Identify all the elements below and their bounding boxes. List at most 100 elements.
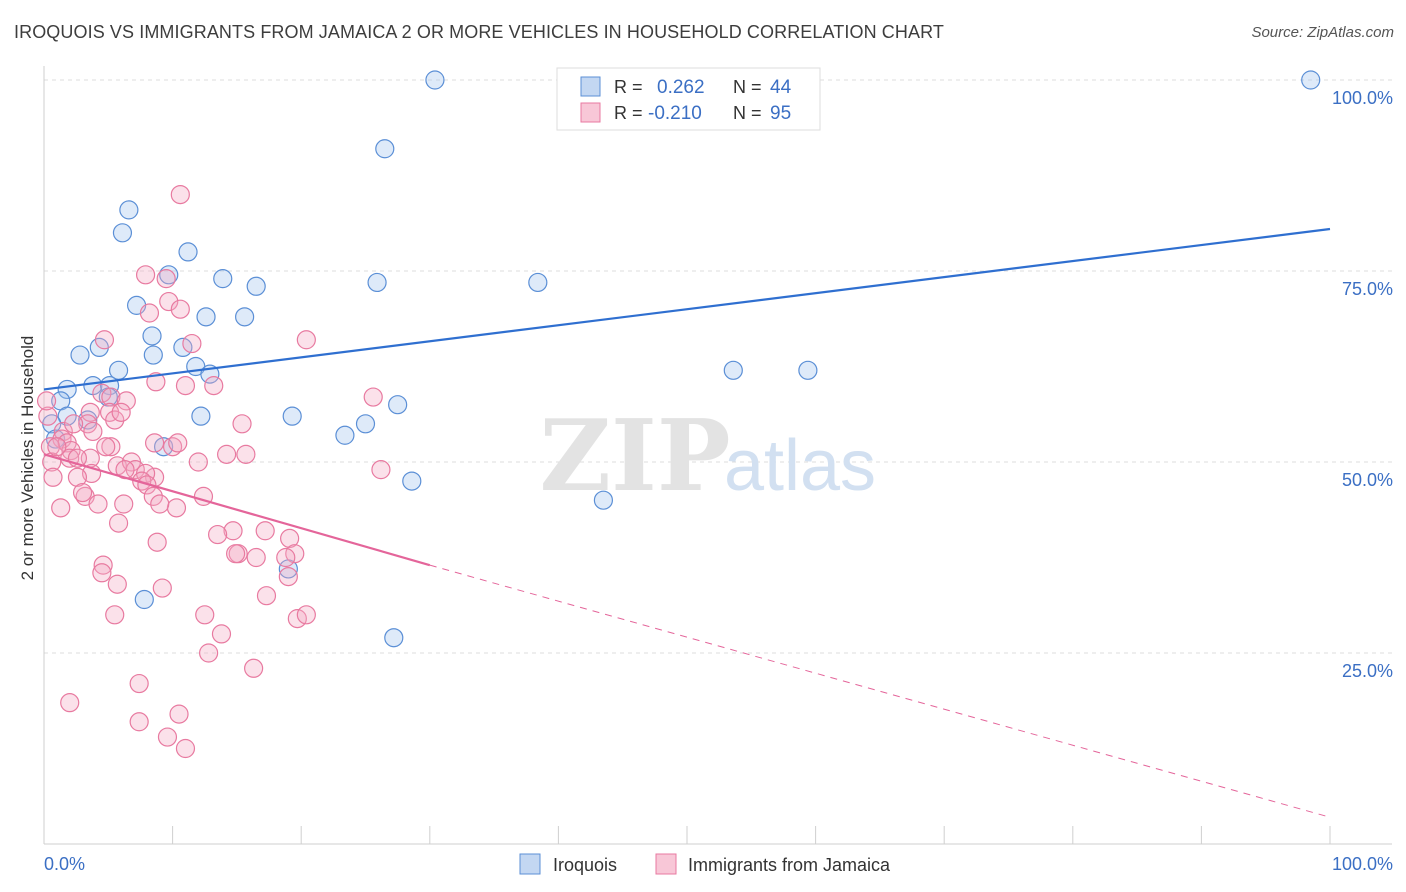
point-jamaica [36, 391, 57, 411]
point-jamaica [101, 387, 121, 407]
point-jamaica [152, 578, 172, 598]
watermark: ZIP atlas [539, 399, 876, 514]
x-tick-label: 0.0% [44, 854, 85, 874]
point-jamaica [159, 291, 179, 312]
point-iroquois [375, 139, 395, 159]
point-iroquois [235, 307, 255, 327]
point-jamaica [280, 528, 300, 549]
point-jamaica [63, 414, 84, 434]
legend-r-label-0: R = [614, 77, 643, 97]
point-jamaica [296, 330, 316, 350]
point-iroquois [367, 272, 387, 293]
y-tick-label: 50.0% [1342, 470, 1393, 490]
tick-labels: 25.0% 50.0% 75.0% 100.0% 0.0% 100.0% [44, 88, 1393, 874]
legend-r-value-1: -0.210 [648, 103, 702, 124]
point-jamaica [38, 406, 58, 426]
point-jamaica [72, 482, 93, 503]
point-jamaica [182, 333, 202, 354]
point-iroquois [196, 307, 216, 327]
point-iroquois [134, 589, 154, 610]
legend-r-value-0: 0.262 [657, 77, 705, 98]
point-jamaica [96, 437, 116, 457]
point-iroquois [282, 406, 302, 426]
point-jamaica [256, 586, 277, 606]
point-jamaica [156, 269, 176, 289]
legend-top: R = 0.262 N = 44 R = -0.210 N = 95 [556, 67, 821, 131]
point-jamaica [80, 402, 100, 422]
watermark-atlas: atlas [724, 426, 876, 506]
point-jamaica [47, 437, 67, 457]
point-jamaica [132, 471, 152, 491]
point-jamaica [43, 467, 63, 487]
point-iroquois [70, 345, 90, 365]
point-iroquois [191, 406, 211, 426]
point-iroquois [142, 326, 162, 346]
point-jamaica [170, 299, 190, 319]
point-jamaica [371, 460, 391, 480]
point-jamaica [51, 498, 71, 518]
legend-n-value-0: 44 [770, 77, 792, 98]
legend-top-box [556, 67, 821, 131]
point-jamaica [170, 185, 190, 205]
point-jamaica [144, 433, 165, 453]
point-jamaica [175, 738, 196, 759]
point-iroquois [384, 628, 404, 648]
point-iroquois [798, 360, 818, 380]
point-jamaica [129, 673, 149, 694]
point-jamaica [211, 624, 232, 644]
grid [44, 79, 1392, 654]
point-jamaica [199, 643, 219, 663]
legend-n-label-0: N = [733, 77, 762, 97]
trendlines [43, 227, 1331, 818]
point-jamaica [61, 440, 81, 461]
point-iroquois [335, 425, 355, 445]
legend-bottom: Iroquois Immigrants from Jamaica [519, 853, 891, 875]
point-jamaica [129, 712, 149, 732]
point-jamaica [67, 467, 88, 487]
trendline-jamaica [43, 453, 431, 567]
legend-bottom-label-jamaica: Immigrants from Jamaica [688, 855, 891, 875]
point-iroquois [112, 223, 133, 243]
point-iroquois [723, 360, 743, 380]
point-jamaica [101, 437, 121, 457]
point-jamaica [195, 605, 215, 625]
point-jamaica [175, 376, 196, 396]
point-jamaica [105, 605, 125, 625]
point-iroquois [57, 406, 77, 426]
legend-bottom-label-iroquois: Iroquois [553, 855, 617, 875]
point-iroquois [388, 395, 408, 415]
point-jamaica [114, 494, 134, 514]
point-jamaica [143, 486, 163, 506]
legend-n-value-1: 95 [770, 103, 791, 124]
point-jamaica [135, 265, 156, 285]
point-jamaica [188, 452, 208, 472]
point-jamaica [244, 658, 264, 678]
point-jamaica [150, 494, 170, 514]
point-iroquois [1301, 70, 1321, 90]
point-iroquois [143, 345, 163, 365]
point-jamaica [125, 460, 145, 480]
point-jamaica [363, 387, 383, 407]
point-jamaica [116, 391, 136, 411]
point-jamaica [92, 563, 112, 583]
point-iroquois [246, 276, 266, 296]
point-iroquois [402, 471, 422, 491]
point-iroquois [355, 414, 376, 434]
point-jamaica [223, 521, 243, 541]
data-points [36, 70, 1321, 759]
point-jamaica [255, 521, 275, 541]
y-tick-label: 100.0% [1332, 88, 1393, 108]
point-jamaica [157, 727, 178, 747]
point-iroquois [425, 70, 445, 90]
point-jamaica [204, 376, 224, 396]
point-jamaica [107, 574, 127, 594]
x-tick-label: 100.0% [1332, 854, 1393, 874]
y-tick-label: 75.0% [1342, 279, 1393, 299]
point-jamaica [226, 544, 246, 564]
point-jamaica [88, 494, 108, 514]
point-jamaica [208, 524, 228, 545]
point-jamaica [232, 414, 252, 434]
point-iroquois [213, 269, 233, 289]
point-jamaica [108, 513, 129, 533]
